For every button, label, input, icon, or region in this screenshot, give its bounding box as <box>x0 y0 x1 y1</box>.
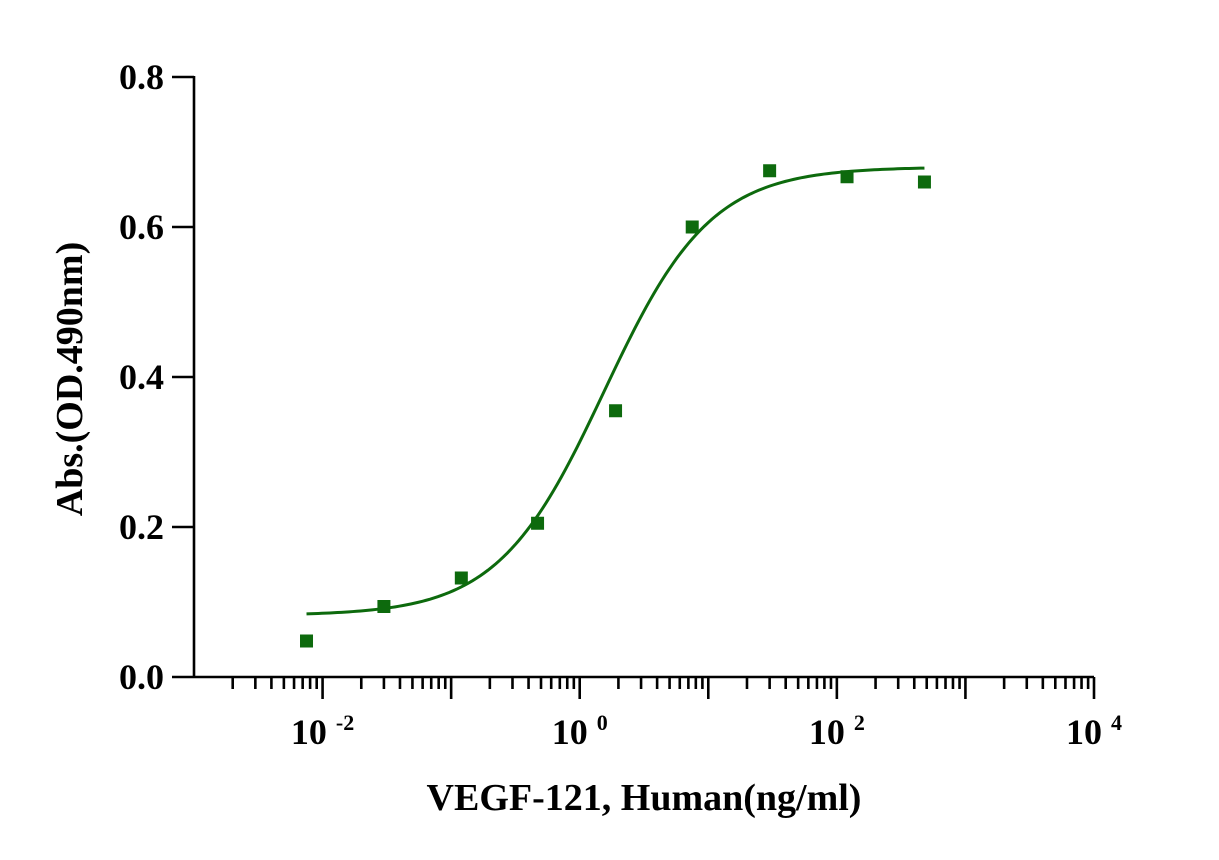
x-ticks: 10 -2 10 0 10 2 10 4 <box>231 677 1122 752</box>
points-layer <box>300 164 931 648</box>
x-tick-label: 10 0 <box>552 710 608 752</box>
data-point <box>377 600 391 613</box>
data-point <box>531 516 545 530</box>
x-axis-title: VEGF-121, Human(ng/ml) <box>427 777 862 819</box>
data-point <box>300 634 314 648</box>
y-tick-label: 0.0 <box>119 657 164 697</box>
y-tick-label: 0.4 <box>119 357 164 397</box>
data-point <box>454 571 468 585</box>
x-tick-label: 10 2 <box>809 710 865 752</box>
fit-curve <box>306 166 925 616</box>
data-point <box>685 220 699 234</box>
data-point <box>609 404 623 418</box>
y-tick-label: 0.6 <box>119 207 164 247</box>
fit-layer <box>306 166 925 616</box>
y-tick-label: 0.8 <box>119 57 164 97</box>
data-point <box>917 175 931 189</box>
data-point <box>840 170 854 184</box>
data-point <box>763 164 777 178</box>
y-tick-label: 0.2 <box>119 507 164 547</box>
x-tick-label: 10 -2 <box>291 710 354 752</box>
axes <box>192 76 1094 679</box>
y-axis-title: Abs.(OD.490nm) <box>49 242 91 516</box>
x-tick-label: 10 4 <box>1066 710 1122 752</box>
y-ticks: 0.0 0.2 0.4 0.6 0.8 <box>119 57 194 697</box>
